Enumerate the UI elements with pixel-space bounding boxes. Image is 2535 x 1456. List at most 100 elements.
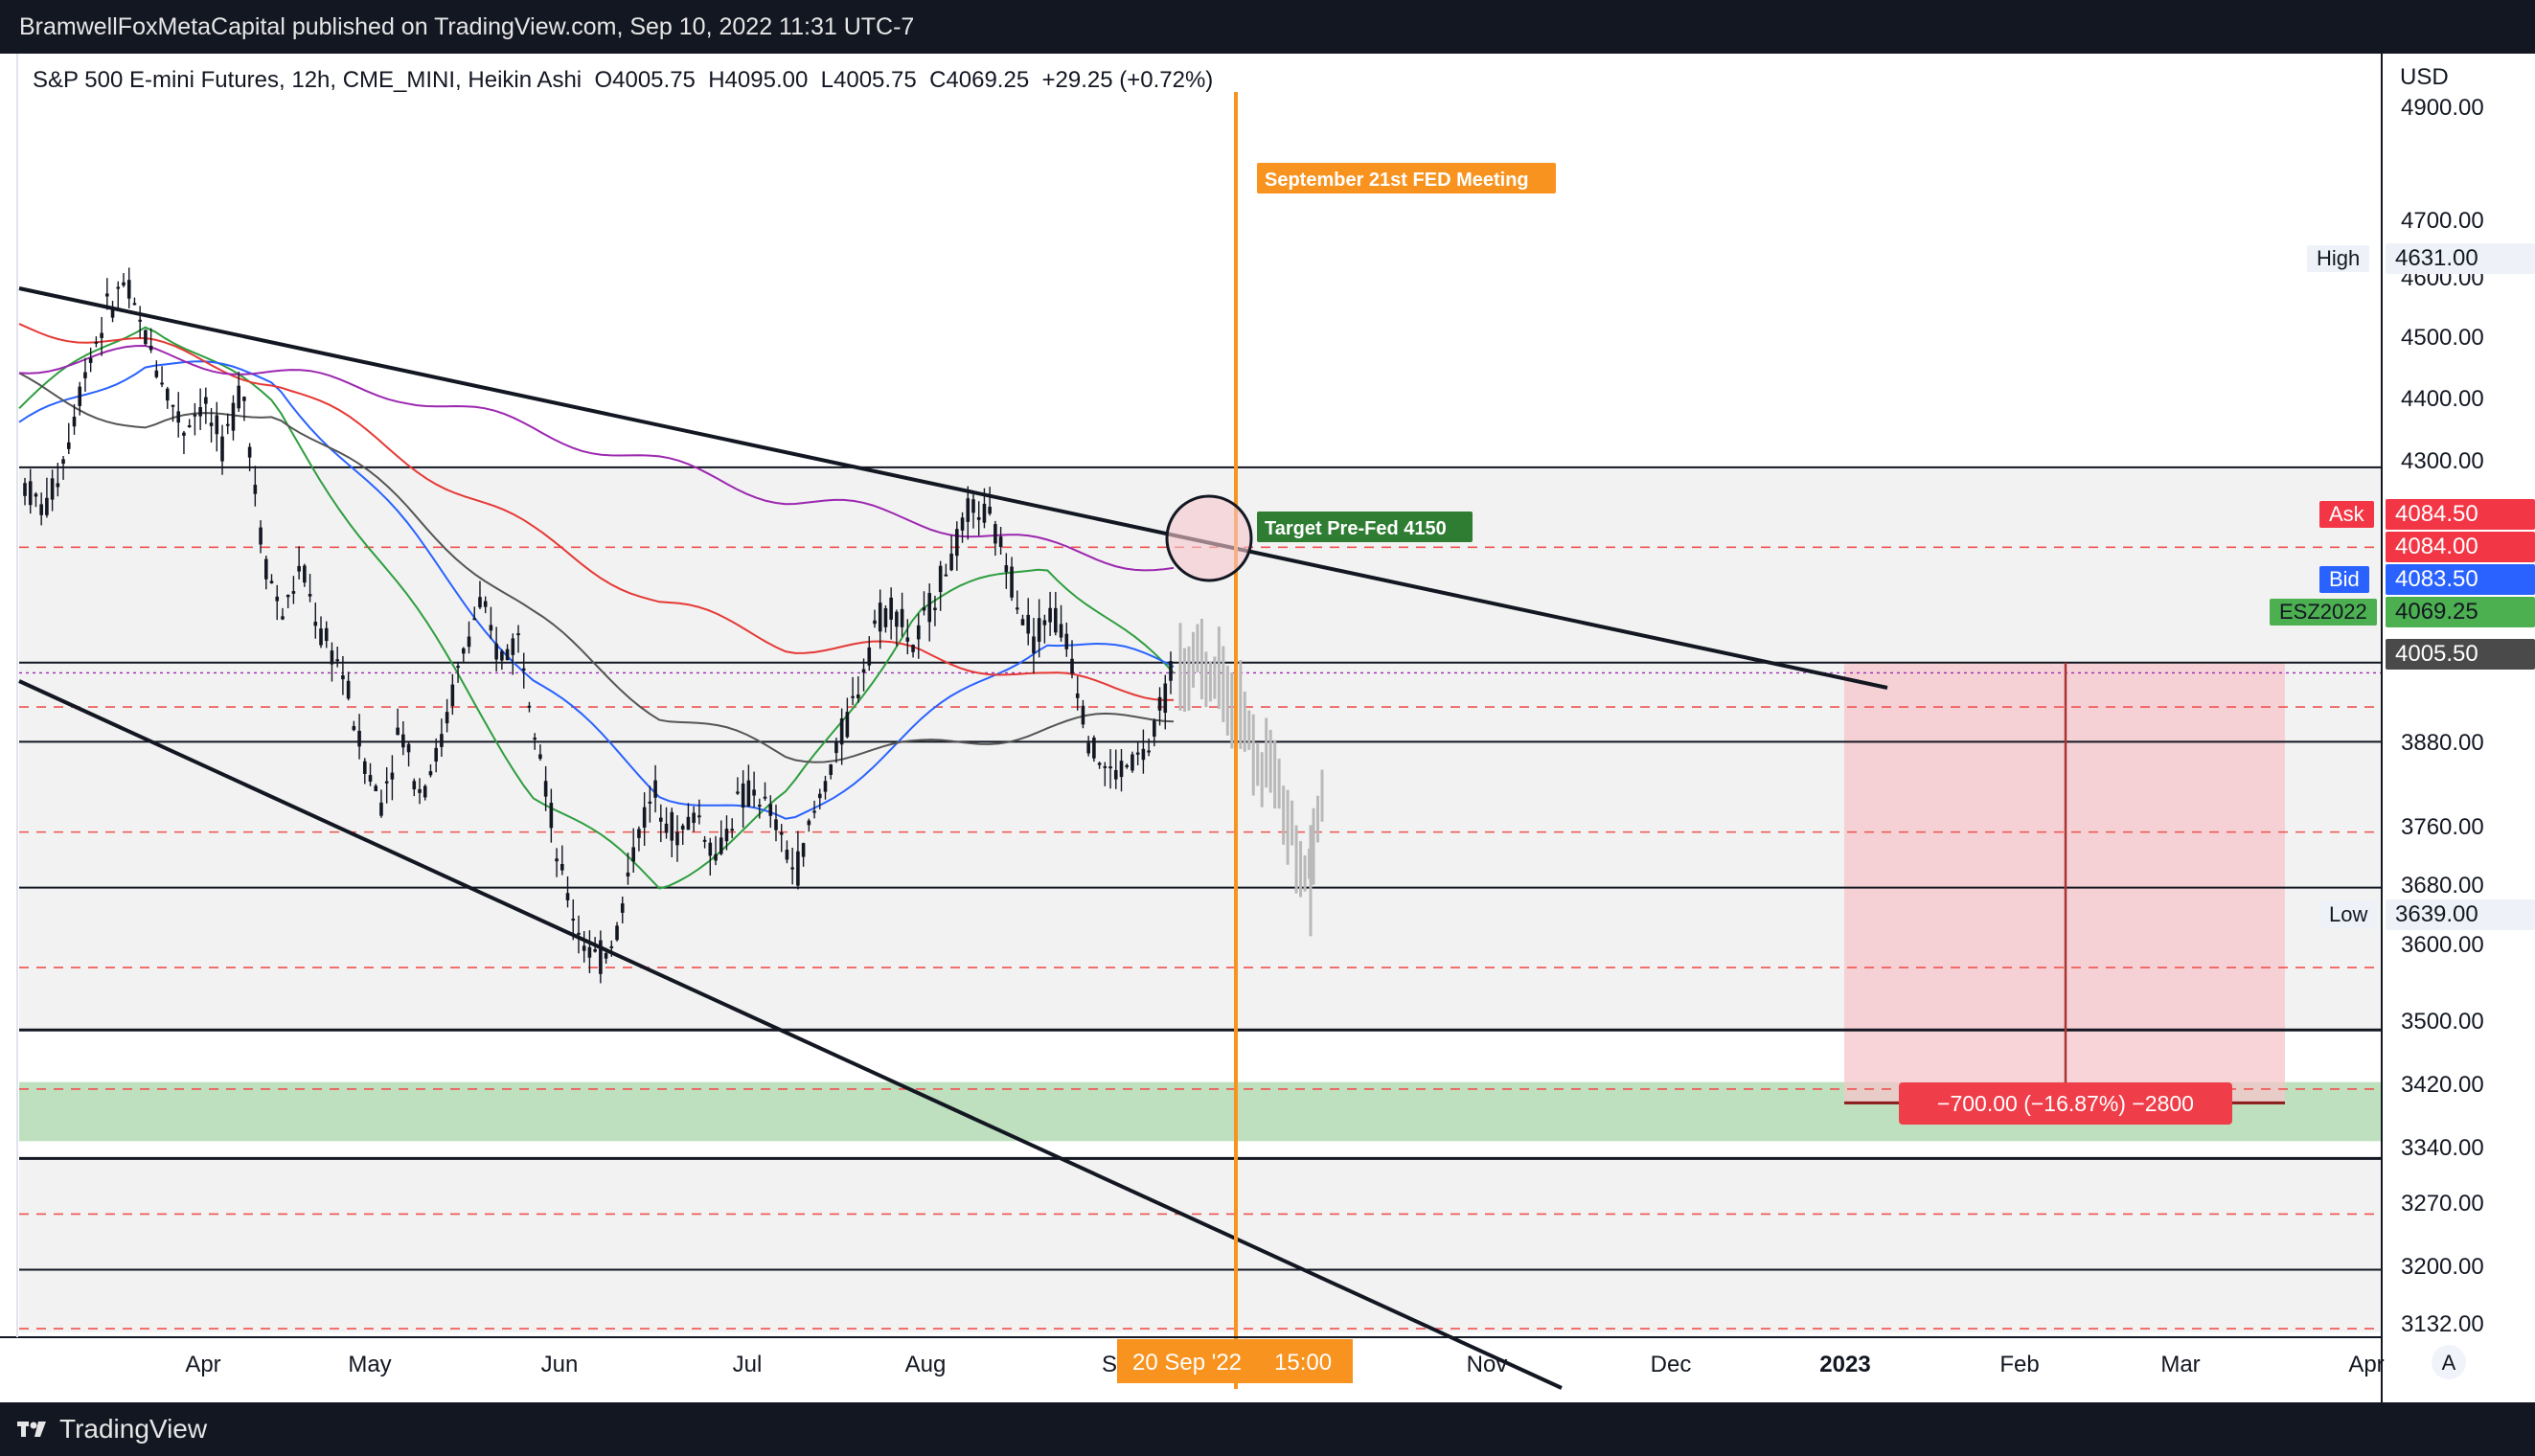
candle-body [834,740,838,754]
price-tick-label: 3132.00 [2401,1311,2484,1337]
tradingview-logo-icon [17,1422,46,1437]
candle-body [291,591,296,594]
candle-body [259,527,263,545]
moving-average-line [18,344,1175,572]
candle-body [1092,738,1096,759]
price-tag-high: 4631.00 [2386,243,2535,274]
candle-body [905,637,910,642]
candle-body [56,483,60,488]
candle-body [1163,683,1168,714]
candle-body [384,781,389,784]
candle-body [856,694,860,698]
candle-body [938,565,943,593]
candle-body [1147,750,1151,753]
price-badge-bid: Bid [2319,566,2369,593]
candle-body [1130,754,1134,771]
candle-body [263,558,268,580]
candle-body [374,785,378,792]
candle-body [620,903,625,913]
auto-scale-icon[interactable]: A [2432,1345,2466,1379]
candle-body [845,712,850,738]
moving-average-line [18,360,1175,820]
moving-average-line [18,326,1175,890]
currency-label: USD [2400,64,2449,90]
candle-body [368,775,373,782]
price-tick-label: 3340.00 [2401,1135,2484,1161]
cursor-date-bg [1117,1339,1353,1383]
candle-body [297,565,301,572]
candle-body [680,825,685,830]
candle-body [944,574,948,577]
candle-body [61,459,65,465]
price-chart[interactable]: September 21st FED Meeting Target Pre-Fed… [0,54,2535,1402]
candle-body [708,842,713,856]
candle-body [1020,619,1025,626]
projection-label-bg [1899,1082,2232,1125]
candle-body [1059,624,1063,638]
zones-layer [19,466,2382,1332]
candle-body [324,627,329,642]
candle-body [237,385,240,409]
candle-body [78,386,82,406]
candle-body [28,481,33,506]
candle-body [335,659,339,662]
candle-body [472,618,477,621]
target-label-bg [1257,512,1473,542]
price-badge-ask: Ask [2319,501,2374,528]
symbol-legend: S&P 500 E-mini Futures, 12h, CME_MINI, H… [33,67,1213,94]
candle-body [242,397,246,401]
candle-body [422,785,427,798]
publisher-bar: BramwellFoxMetaCapital published on Trad… [0,0,2535,54]
price-tick-label: 3420.00 [2401,1072,2484,1098]
candle-body [362,761,367,774]
candle-body [752,789,756,796]
candle-body [521,668,526,671]
candle-body [330,650,334,665]
candle-body [182,432,186,436]
candle-body [176,411,181,423]
time-tick-label: Apr [185,1352,220,1377]
candle-body [599,940,603,974]
candle-body [626,872,630,876]
candle-body [456,666,460,669]
candle-body [483,601,488,607]
candle-body [582,945,586,951]
price-tag-ask2: 4084.00 [2386,532,2535,562]
auto-scale-bg [2432,1345,2466,1379]
candle-body [516,633,520,636]
price-tag-ask: 4084.50 [2386,499,2535,530]
price-tick-label: 3880.00 [2401,730,2484,756]
candle-body [1070,658,1074,674]
candle-body [758,805,762,808]
candle-body [971,499,975,513]
candle-body [66,442,71,449]
candle-body [637,829,641,838]
candle-body [39,504,43,515]
candle-body [450,684,455,707]
candle-body [138,319,142,322]
price-tick-label: 4500.00 [2401,325,2484,351]
price-tick-label: 4400.00 [2401,386,2484,412]
brand[interactable]: TradingView [17,1414,207,1445]
candles-layer [23,267,1173,984]
publisher-text: BramwellFoxMetaCapital published on Trad… [19,13,915,40]
candle-body [100,332,103,338]
price-tick-label: 4900.00 [2401,95,2484,121]
time-tick-label: Jun [541,1352,579,1377]
candle-body [269,580,274,583]
target-circle [1165,494,1253,582]
candle-body [1153,720,1156,737]
candle-body [165,388,170,401]
candle-body [50,478,55,500]
candle-body [593,949,597,952]
candle-body [160,382,164,385]
candle-body [889,597,893,620]
candle-body [900,608,904,627]
price-tag-last: 4069.25 [2386,597,2535,627]
candle-body [966,498,971,522]
candle-body [1075,693,1080,698]
price-tick-label: 3500.00 [2401,1009,2484,1035]
candle-body [801,843,806,857]
footer-bar: TradingView [0,1402,2535,1456]
candle-body [275,596,280,602]
